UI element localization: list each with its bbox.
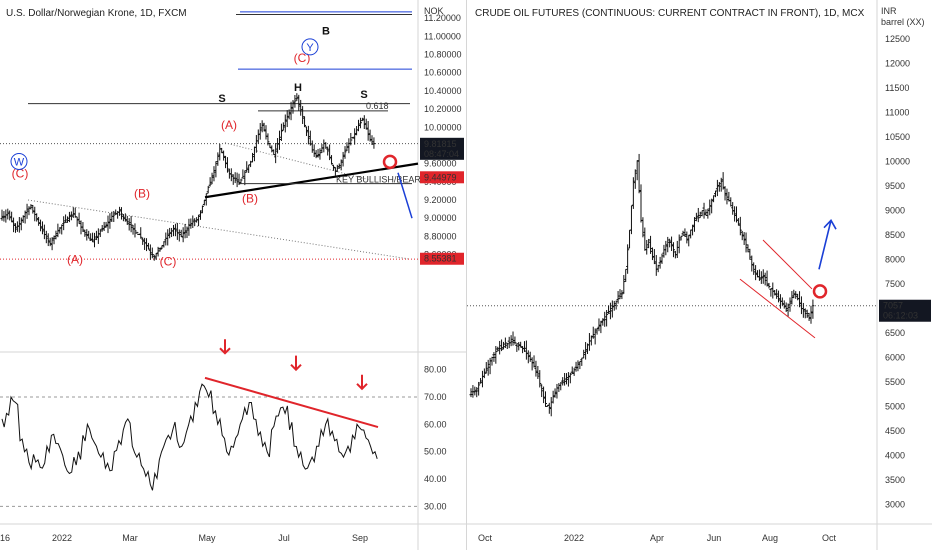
price-tag <box>420 171 464 184</box>
y-tick-label: 12500 <box>885 34 910 44</box>
x-tick-label: Apr <box>650 533 664 543</box>
neckline-trendline <box>204 162 419 199</box>
price-tag-label: 9.81815 <box>424 139 457 149</box>
price-tag <box>420 252 464 265</box>
oscillator-line <box>1 383 378 491</box>
channel-lower-line <box>739 278 816 339</box>
y-tick-label: 6000 <box>885 352 905 362</box>
y-tick-label: 8.80000 <box>424 231 457 241</box>
y-tick-label: 4000 <box>885 450 905 460</box>
y-tick-label: 11.00000 <box>424 31 461 41</box>
divergence-trendline <box>204 376 379 429</box>
y-tick-label: 10000 <box>885 157 910 167</box>
x-tick-label: Mar <box>122 533 138 543</box>
crude-oil-chart-panel: CRUDE OIL FUTURES (CONTINUOUS: CURRENT C… <box>466 0 932 550</box>
y-tick-label: 9.20000 <box>424 195 457 205</box>
price-unit-label: barrel (XX) <box>881 17 925 27</box>
x-tick-label: May <box>198 533 216 543</box>
usdnok-chart: U.S. Dollar/Norwegian Krone, 1D, FXCM NOK… <box>0 0 466 550</box>
price-tag-label: 8.55381 <box>424 254 457 264</box>
price-tag <box>879 299 931 322</box>
usdnok-chart-panel: U.S. Dollar/Norwegian Krone, 1D, FXCM NOK… <box>0 0 466 550</box>
y-tick-label: 9.60000 <box>424 159 457 169</box>
wave-circle <box>301 38 319 56</box>
y-tick-label: 9000 <box>885 206 905 216</box>
oscillator-tick-label: 50.00 <box>424 447 447 457</box>
y-tick-label: 11.20000 <box>424 13 461 23</box>
crude-oil-chart: CRUDE OIL FUTURES (CONTINUOUS: CURRENT C… <box>467 0 932 550</box>
wave-label: S <box>360 89 367 101</box>
y-tick-label: 6500 <box>885 328 905 338</box>
wave-label: W <box>14 156 25 168</box>
price-unit-label: NOK <box>424 6 444 16</box>
breakout-circle <box>812 284 828 299</box>
y-tick-label: 10.40000 <box>424 86 462 96</box>
divergence-arrow <box>356 374 368 391</box>
chart-title: CRUDE OIL FUTURES (CONTINUOUS: CURRENT C… <box>475 8 865 19</box>
wave-label: S <box>218 93 225 105</box>
oscillator-tick-label: 70.00 <box>424 392 447 402</box>
y-tick-label: 9.00000 <box>424 213 457 223</box>
price-tag-label: 9.44979 <box>424 172 457 182</box>
y-tick-label: 9500 <box>885 181 905 191</box>
x-tick-label: Aug <box>762 533 778 543</box>
price-tag <box>420 137 464 160</box>
chart-title: U.S. Dollar/Norwegian Krone, 1D, FXCM <box>6 8 187 19</box>
y-tick-label: 3500 <box>885 475 905 485</box>
price-unit-label: INR <box>881 6 897 16</box>
y-tick-label: 4500 <box>885 426 905 436</box>
x-tick-label: 16 <box>0 533 10 543</box>
dotted-trendline <box>27 199 411 260</box>
wave-label: (B) <box>242 192 258 206</box>
x-tick-label: 2022 <box>564 533 584 543</box>
dotted-trendline <box>224 142 371 181</box>
y-tick-label: 11500 <box>885 83 909 93</box>
y-tick-label: 11000 <box>885 108 909 118</box>
price-tag-time: 08:47:04 <box>424 149 459 159</box>
y-tick-label: 3000 <box>885 499 905 509</box>
x-tick-label: Sep <box>352 533 368 543</box>
x-tick-label: Jun <box>707 533 722 543</box>
fib-level-label: 0.618 <box>366 101 389 111</box>
x-tick-label: 2022 <box>52 533 72 543</box>
oscillator-tick-label: 40.00 <box>424 474 447 484</box>
oscillator-tick-label: 60.00 <box>424 419 447 429</box>
wave-label: (A) <box>221 118 237 132</box>
wave-label: (C) <box>12 166 29 180</box>
wave-label: B <box>322 26 330 38</box>
y-tick-label: 10.60000 <box>424 68 462 78</box>
price-tag-label: 7057 <box>883 301 903 311</box>
y-tick-label: 10.00000 <box>424 122 462 132</box>
wave-label: (C) <box>160 254 177 268</box>
key-level-label: KEY BULLISH/BEARISH <box>336 175 436 185</box>
projection-arrow <box>397 172 413 219</box>
oscillator-tick-label: 80.00 <box>424 365 447 375</box>
wave-circle <box>10 152 28 170</box>
divergence-arrow <box>219 339 231 355</box>
x-tick-label: Jul <box>278 533 290 543</box>
projection-arrow <box>818 219 837 270</box>
y-tick-label: 5500 <box>885 377 905 387</box>
divergence-arrow <box>290 355 302 372</box>
y-tick-label: 8500 <box>885 230 905 240</box>
y-tick-label: 10500 <box>885 132 910 142</box>
x-tick-label: Oct <box>478 533 493 543</box>
target-circle <box>382 154 398 170</box>
oscillator-tick-label: 30.00 <box>424 501 447 511</box>
y-tick-label: 10.80000 <box>424 50 462 60</box>
price-tag-time: 06:12:03 <box>883 311 918 321</box>
y-tick-label: 10.20000 <box>424 104 462 114</box>
wave-label: (B) <box>134 186 150 200</box>
y-tick-label: 5000 <box>885 401 905 411</box>
y-tick-label: 8000 <box>885 255 905 265</box>
x-tick-label: Oct <box>822 533 837 543</box>
y-tick-label: 12000 <box>885 59 910 69</box>
wave-label: H <box>294 82 302 94</box>
y-tick-label: 7500 <box>885 279 905 289</box>
wave-label: Y <box>306 42 314 54</box>
wave-label: (A) <box>67 253 83 267</box>
channel-upper-line <box>762 239 813 290</box>
